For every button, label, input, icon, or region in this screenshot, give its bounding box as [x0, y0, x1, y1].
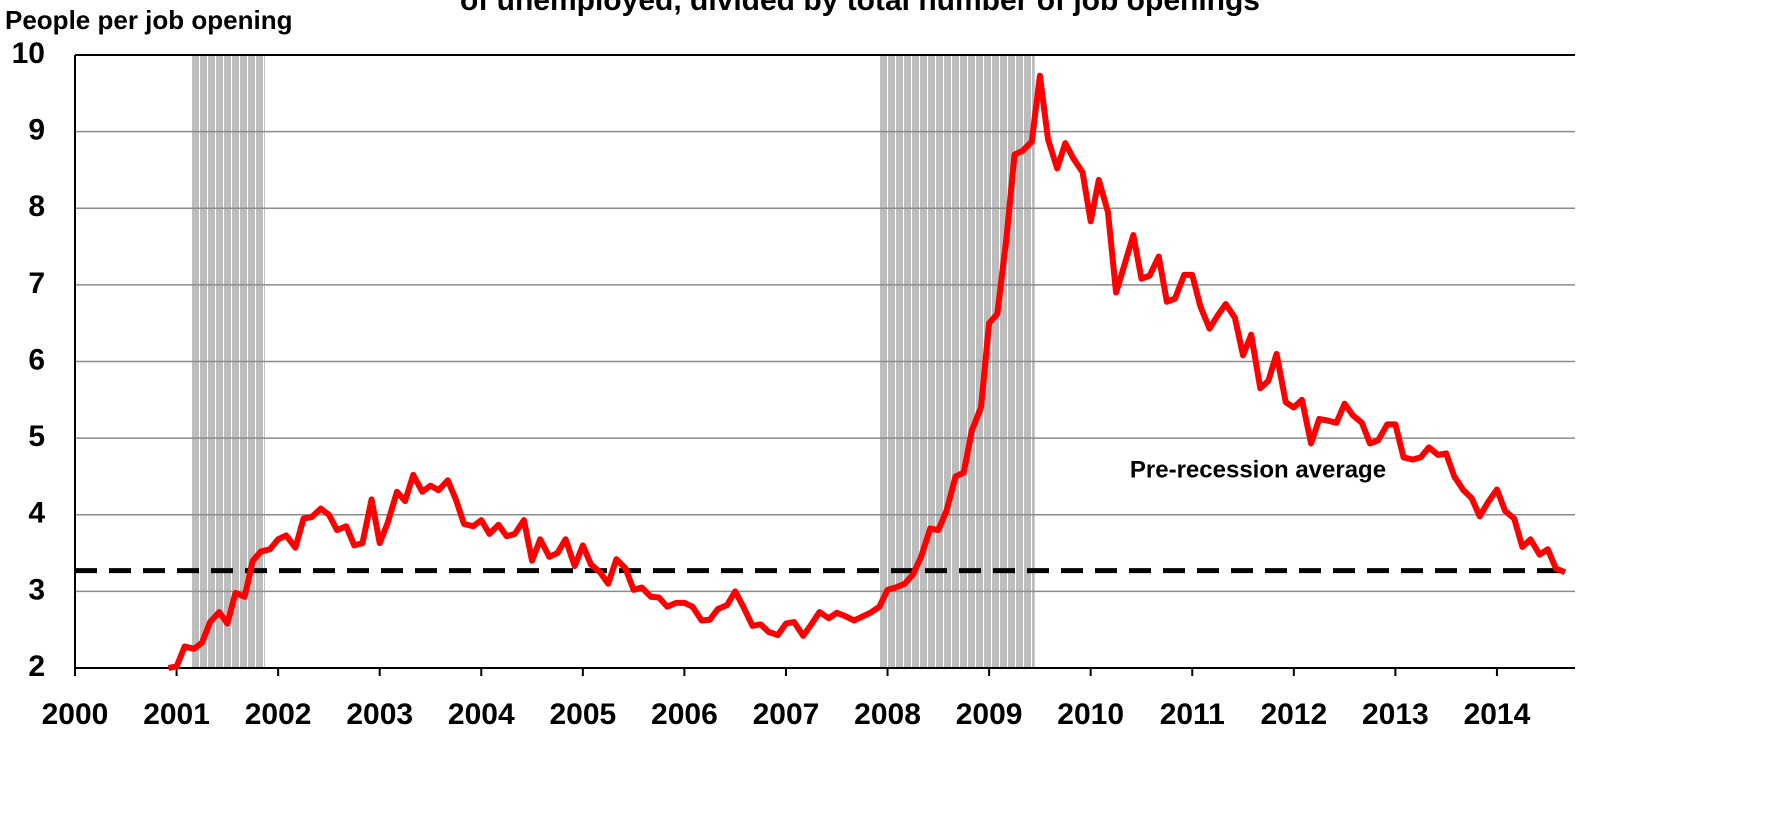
x-tick-label: 2004 [448, 698, 515, 731]
y-axis-label: People per job opening [5, 5, 292, 35]
x-tick-label: 2003 [346, 698, 413, 731]
y-tick-label: 7 [28, 267, 45, 300]
x-tick-label: 2012 [1260, 698, 1327, 731]
x-tick-label: 2000 [42, 698, 109, 731]
x-tick-label: 2001 [143, 698, 210, 731]
y-tick-label: 2 [28, 650, 45, 683]
y-tick-label: 9 [28, 114, 45, 147]
x-tick-label: 2005 [549, 698, 616, 731]
y-tick-label: 3 [28, 573, 45, 606]
data-line [167, 72, 1567, 671]
x-tick-label: 2010 [1057, 698, 1124, 731]
x-tick-label: 2011 [1160, 698, 1225, 731]
x-tick-label: 2002 [245, 698, 312, 731]
x-tick-label: 2008 [854, 698, 921, 731]
x-tick-label: 2009 [956, 698, 1023, 731]
x-tick-label: 2007 [753, 698, 820, 731]
x-tick-label: 2006 [651, 698, 718, 731]
y-tick-label: 4 [28, 497, 45, 530]
x-tick-label: 2014 [1464, 698, 1531, 731]
y-tick-label: 8 [28, 190, 45, 223]
chart-title: of unemployed, divided by total number o… [460, 0, 1260, 17]
y-tick-label: 10 [12, 37, 45, 70]
y-tick-label: 5 [28, 420, 45, 453]
x-tick-label: 2013 [1362, 698, 1429, 731]
y-tick-label: 6 [28, 343, 45, 376]
annotation: Pre-recession average [1130, 456, 1386, 483]
